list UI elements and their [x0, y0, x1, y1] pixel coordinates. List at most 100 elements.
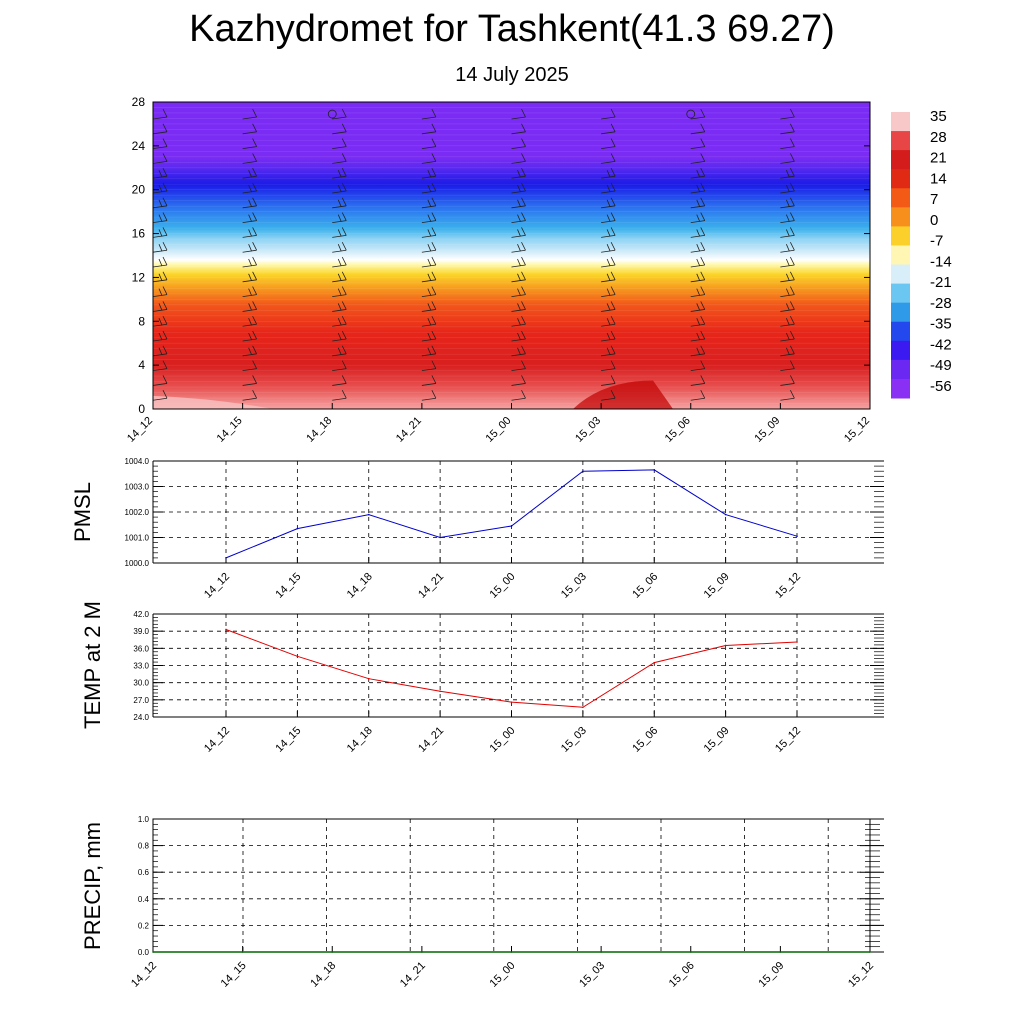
wind-barb: [780, 301, 795, 312]
colorbar-swatch: [891, 150, 910, 170]
x-tick-label: 15_06: [663, 415, 693, 445]
colorbar-label: 7: [930, 191, 938, 208]
colorbar-label: -42: [930, 336, 952, 353]
wind-barb: [332, 360, 347, 372]
wind-barb: [601, 212, 616, 224]
wind-barb: [511, 227, 526, 238]
wind-barb: [780, 168, 795, 179]
x-tick-label: 15_06: [630, 571, 660, 601]
wind-barb: [869, 399, 870, 401]
wind-barb: [869, 118, 870, 119]
x-tick-label: 14_18: [345, 725, 375, 755]
wind-barb: [242, 197, 257, 209]
wind-barb: [690, 138, 706, 149]
wind-barb: [153, 330, 168, 342]
calm-marker: [686, 109, 696, 119]
wind-barb: [601, 153, 616, 164]
wind-barb: [690, 345, 706, 357]
wind-barb: [780, 316, 795, 327]
data-point: [296, 655, 299, 658]
x-tick-label: 15_06: [630, 725, 660, 755]
wind-barb: [869, 340, 870, 342]
data-point: [225, 628, 227, 631]
data-point: [367, 677, 370, 680]
data-point: [241, 951, 244, 953]
x-tick-label: 15_09: [752, 415, 782, 445]
wind-barb: [421, 301, 437, 312]
wind-barb: [511, 360, 526, 372]
x-tick-label: 14_12: [129, 960, 159, 990]
wind-barb: [690, 227, 706, 238]
colorbar-swatch: [891, 169, 910, 189]
wind-barb: [153, 212, 168, 224]
wind-barb: [242, 256, 257, 268]
wind-barb: [690, 390, 706, 401]
wind-barb: [601, 286, 616, 298]
y-tick-label: 33.0: [133, 662, 149, 671]
wind-barb: [242, 212, 257, 224]
wind-barb: [869, 281, 870, 282]
x-tick-label: 15_06: [667, 960, 697, 990]
wind-barb: [421, 375, 437, 386]
wind-barb: [242, 168, 257, 179]
wind-barb: [690, 197, 706, 209]
x-tick-label: 15_12: [773, 571, 803, 601]
wind-barb: [601, 168, 616, 179]
wind-barb: [153, 316, 168, 327]
wind-barb: [601, 271, 616, 283]
wind-barb: [780, 182, 795, 194]
x-tick-label: 14_21: [416, 571, 446, 601]
wind-barb: [153, 286, 168, 298]
colorbar-label: -56: [930, 378, 952, 395]
y-tick-label: 24.0: [133, 713, 149, 722]
wind-barb: [690, 242, 706, 253]
wind-barb: [869, 266, 870, 268]
wind-barb: [690, 182, 706, 194]
colorbar-label: -28: [930, 295, 952, 312]
y-tick-label: 1001.0: [125, 534, 150, 543]
x-tick-label: 14_15: [215, 415, 245, 445]
page-title: Kazhydromet for Tashkent(41.3 69.27): [189, 8, 835, 50]
wind-barb: [332, 301, 347, 312]
temp-panel: 24.0 27.0 30.0 33.0 36.0 39.0 42.0 14_12 14_15 14…: [80, 601, 884, 755]
wind-barb: [869, 192, 870, 194]
x-tick-label: 15_12: [842, 415, 872, 445]
x-tick-label: 15_09: [702, 725, 732, 755]
colorbar-label: 0: [930, 212, 938, 229]
wind-barb: [869, 251, 870, 253]
data-point: [296, 527, 299, 530]
wind-barb: [869, 177, 870, 179]
wind-barb: [242, 330, 257, 342]
wind-barb: [421, 212, 437, 224]
data-point: [653, 469, 656, 471]
wind-barb: [511, 345, 526, 357]
wind-barb: [780, 153, 795, 164]
data-point: [331, 951, 334, 953]
colorbar-swatch: [891, 283, 910, 304]
wind-barb: [869, 311, 870, 312]
x-tick-label: 14_15: [273, 725, 303, 755]
wind-barb: [601, 256, 616, 268]
y-axis-label: PMSL: [70, 482, 95, 542]
wind-barb: [601, 123, 616, 135]
wind-barb: [421, 345, 437, 357]
wind-barb: [780, 242, 795, 253]
wind-barb: [869, 385, 870, 386]
wind-barb: [511, 242, 526, 253]
y-tick-label: 0.8: [138, 842, 150, 851]
wind-barb: [601, 375, 616, 386]
data-point: [689, 951, 692, 953]
wind-barb: [153, 153, 168, 164]
data-point: [225, 557, 227, 559]
y-tick-label: 42.0: [133, 610, 149, 619]
wind-barb: [690, 212, 706, 224]
data-point: [724, 644, 727, 647]
wind-barb: [332, 345, 347, 357]
wind-barb: [332, 256, 347, 268]
wind-barb: [421, 256, 437, 268]
x-tick-label: 15_00: [488, 725, 518, 755]
wind-barb: [153, 197, 168, 209]
y-tick-label: 0.2: [138, 921, 150, 930]
y-tick-label: 0.4: [138, 895, 150, 904]
